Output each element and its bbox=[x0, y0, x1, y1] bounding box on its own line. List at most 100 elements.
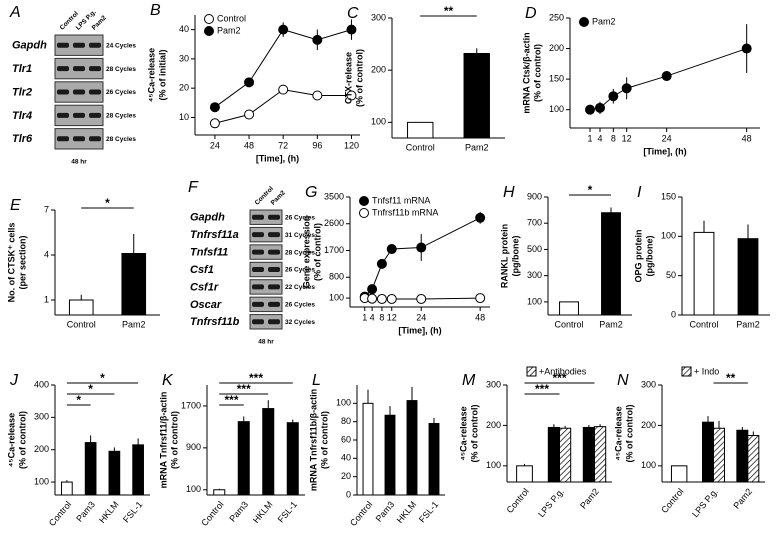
y-tick-label: 200 bbox=[549, 43, 564, 53]
x-tick-label: Control bbox=[348, 499, 374, 528]
legend-marker bbox=[359, 208, 369, 218]
x-tick-label: Control bbox=[554, 319, 583, 329]
cycle-label: 24 Cycles bbox=[106, 42, 136, 49]
panel-letter: E bbox=[10, 197, 21, 214]
y-axis-label: CTX-release bbox=[343, 52, 353, 104]
bar bbox=[737, 238, 759, 316]
x-axis-label: [Time], (h) bbox=[398, 325, 441, 335]
y-tick-label: 150 bbox=[549, 73, 564, 83]
y-axis-label: (% of initial) bbox=[157, 50, 167, 101]
x-tick-label: 48 bbox=[475, 312, 485, 322]
panel-letter: G bbox=[305, 184, 317, 201]
cycle-label: 32 Cycles bbox=[285, 319, 315, 326]
x-tick-label: Pam2 bbox=[578, 486, 601, 510]
legend-label: Pam2 bbox=[592, 16, 616, 26]
series-line bbox=[364, 217, 481, 297]
y-tick-label: 20 bbox=[341, 471, 351, 481]
gel-band bbox=[89, 89, 101, 95]
y-tick-label: 50 bbox=[666, 270, 676, 280]
bar bbox=[61, 481, 73, 496]
gel-band bbox=[57, 136, 69, 142]
x-tick-label: FSL-1 bbox=[417, 499, 440, 524]
marker bbox=[312, 90, 323, 101]
y-axis-label: RANKL protein bbox=[499, 224, 509, 288]
legend-label: + Indo bbox=[694, 366, 719, 376]
gel-band bbox=[89, 112, 101, 118]
y-tick-label: 1700 bbox=[181, 400, 201, 410]
panel-letter: B bbox=[150, 2, 161, 19]
x-tick-label: HKLM bbox=[395, 499, 419, 525]
legend-label: Tnfsf11 mRNA bbox=[372, 195, 430, 205]
cycle-label: 26 Cycles bbox=[285, 267, 315, 274]
x-tick-label: Pam2 bbox=[599, 319, 623, 329]
bar bbox=[262, 408, 275, 496]
gel-footer: 48 hr bbox=[71, 159, 87, 166]
y-tick-label: 20 bbox=[179, 83, 189, 93]
y-tick-label: 60 bbox=[341, 434, 351, 444]
gel-band bbox=[268, 301, 280, 307]
y-tick-label: 800 bbox=[329, 272, 344, 282]
x-tick-label: LPS P.g. bbox=[536, 486, 566, 519]
y-tick-label: 30 bbox=[179, 53, 189, 63]
y-tick-label: 100 bbox=[486, 460, 501, 470]
gel-band bbox=[268, 319, 280, 325]
y-axis-label: mRNA Ctsk/β-actin bbox=[521, 32, 531, 113]
marker bbox=[209, 118, 220, 129]
gene-label: Oscar bbox=[190, 299, 222, 311]
gene-label: Tnfrsf11b bbox=[190, 316, 240, 328]
gel-band bbox=[252, 319, 264, 325]
legend-label: Control bbox=[217, 13, 246, 23]
gene-label: Tlr1 bbox=[12, 63, 32, 75]
gel-band bbox=[252, 284, 264, 290]
bar bbox=[547, 426, 560, 483]
cycle-label: 26 Cycles bbox=[106, 89, 136, 96]
bar bbox=[713, 427, 725, 483]
y-tick-label: 150 bbox=[661, 191, 676, 201]
gel-strip bbox=[249, 296, 283, 313]
bar bbox=[132, 444, 144, 496]
gene-label: Tnfrsf11a bbox=[190, 229, 239, 241]
significance-label: *** bbox=[552, 371, 566, 385]
marker bbox=[416, 242, 427, 253]
bar bbox=[286, 422, 299, 496]
gene-label: Csf1 bbox=[190, 264, 214, 276]
y-tick-label: 200 bbox=[371, 65, 386, 75]
gel-band bbox=[268, 232, 280, 238]
y-tick-label: 300 bbox=[486, 379, 501, 389]
gene-label: Tnfsf11 bbox=[190, 246, 228, 258]
marker bbox=[621, 83, 632, 94]
legend-swatch bbox=[526, 366, 537, 377]
y-axis-label: (% of control) bbox=[319, 411, 329, 469]
x-tick-label: HKLM bbox=[97, 499, 121, 525]
bar bbox=[121, 253, 147, 316]
bar bbox=[594, 426, 607, 483]
bar bbox=[693, 231, 715, 316]
x-tick-label: 24 bbox=[662, 133, 672, 143]
significance-label: * bbox=[76, 393, 81, 407]
y-tick-label: 200 bbox=[34, 444, 49, 454]
cycle-label: 28 Cycles bbox=[285, 249, 315, 256]
x-tick-label: 4 bbox=[370, 312, 375, 322]
x-tick-label: Control bbox=[199, 499, 225, 528]
marker bbox=[475, 293, 486, 304]
panel-letter: J bbox=[9, 372, 19, 389]
gel-band bbox=[89, 66, 101, 72]
y-tick-label: 300 bbox=[34, 412, 49, 422]
panel-letter: M bbox=[462, 372, 476, 389]
y-axis-label: Gene expression bbox=[301, 216, 311, 289]
significance-label: * bbox=[105, 196, 110, 210]
bar bbox=[601, 212, 621, 316]
x-tick-label: 12 bbox=[622, 133, 632, 143]
y-tick-label: 1 bbox=[44, 294, 49, 304]
y-tick-label: 250 bbox=[549, 12, 564, 22]
y-tick-label: 100 bbox=[641, 460, 656, 470]
x-tick-label: Pam2 bbox=[731, 486, 754, 510]
x-tick-label: 1 bbox=[362, 312, 367, 322]
x-tick-label: Pam3 bbox=[74, 499, 97, 523]
marker bbox=[278, 24, 289, 35]
y-axis-label: ⁴⁵Ca-release bbox=[6, 413, 16, 467]
bar bbox=[516, 465, 533, 483]
gel-band bbox=[268, 284, 280, 290]
panel-letter: K bbox=[162, 372, 174, 389]
